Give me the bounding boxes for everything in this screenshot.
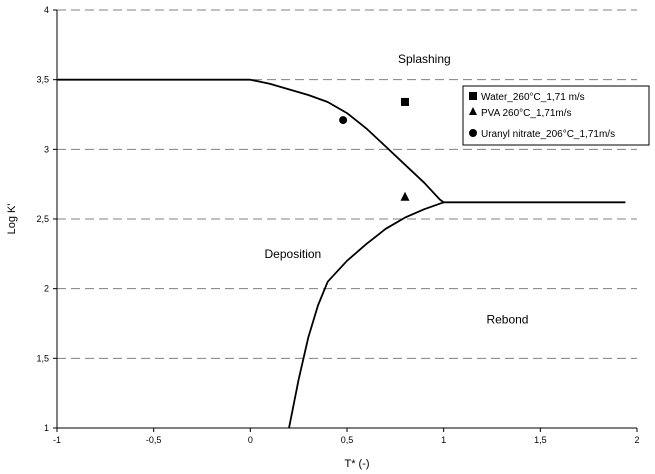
boundary-curve-1 — [57, 78, 626, 204]
x-tick-label: 2 — [634, 435, 639, 445]
region-label-rebond: Rebond — [486, 313, 528, 327]
legend-marker-square — [469, 92, 477, 100]
y-tick-label: 2,5 — [36, 214, 49, 224]
legend-entry-pva: PVA 260°C_1,71m/s — [481, 108, 572, 119]
legend-marker-circle — [469, 129, 477, 137]
y-tick-label: 2 — [44, 284, 49, 294]
tick-labels: 1 1,5 2 2,5 3 3,5 4 -1 -0,5 0 0,5 1 1,5 2 — [36, 5, 639, 445]
legend-box — [462, 85, 650, 146]
data-point-circle — [339, 116, 348, 125]
region-labels: Splashing Deposition Rebond — [265, 52, 529, 327]
x-tick-label: -1 — [53, 435, 61, 445]
x-tick-label: 1,5 — [534, 435, 547, 445]
x-tick-label: -0,5 — [146, 435, 162, 445]
boundary-curve-2 — [288, 201, 445, 429]
y-tick-label: 1,5 — [36, 353, 49, 363]
legend-entry-water: Water_260°C_1,71 m/s — [481, 92, 585, 103]
y-tick-label: 3,5 — [36, 75, 49, 85]
x-tick-label: 0 — [248, 435, 253, 445]
boundary-curves — [57, 78, 626, 429]
x-axis-label: T* (-) — [344, 458, 369, 470]
y-tick-label: 3 — [44, 144, 49, 154]
x-tick-label: 1 — [441, 435, 446, 445]
legend-marker-triangle — [469, 107, 477, 115]
y-tick-label: 1 — [44, 423, 49, 433]
x-tick-label: 0,5 — [341, 435, 354, 445]
y-axis-label: Log K' — [6, 204, 18, 235]
legend: Water_260°C_1,71 m/s PVA 260°C_1,71m/s U… — [462, 85, 650, 146]
region-label-splashing: Splashing — [398, 52, 451, 66]
legend-entry-uranyl: Uranyl nitrate_206°C_1,71m/s — [481, 129, 615, 140]
data-points — [339, 97, 410, 201]
data-point-triangle — [400, 191, 410, 201]
data-point-square — [401, 97, 409, 106]
axes — [53, 9, 638, 432]
y-tick-label: 4 — [44, 5, 49, 15]
gridlines — [57, 9, 637, 359]
region-label-deposition: Deposition — [265, 247, 322, 261]
